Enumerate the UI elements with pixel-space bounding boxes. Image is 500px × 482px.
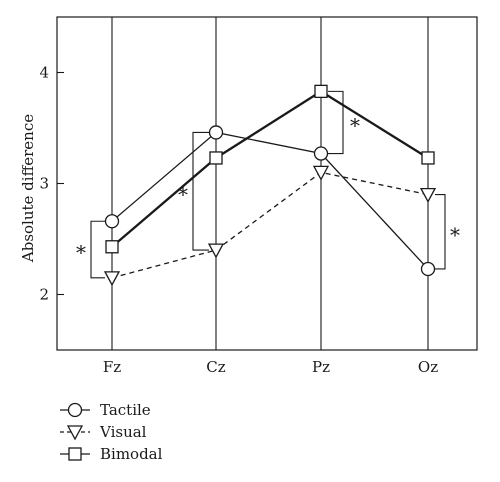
- marker-tactile-fz: [104, 214, 120, 229]
- x-axis: Fz Cz Pz Oz: [103, 358, 438, 376]
- significance-bracket-pz: [328, 90, 344, 155]
- legend-item-bimodal: Bimodal: [60, 445, 163, 463]
- series-line-tactile: [111, 131, 429, 270]
- legend-label: Visual: [99, 423, 147, 441]
- significance-bracket-fz: [90, 220, 105, 279]
- legend-label: Tactile: [100, 401, 151, 419]
- grid: [111, 17, 429, 350]
- significance-star: *: [76, 241, 86, 265]
- marker-tactile-oz: [420, 261, 436, 277]
- legend-label: Bimodal: [100, 445, 163, 463]
- y-axis: 2 3 4: [39, 64, 64, 304]
- marker-tactile-pz: [313, 146, 329, 161]
- y-tick-label: 3: [39, 175, 49, 193]
- legend-item-visual: Visual: [60, 423, 147, 441]
- x-tick-label: Pz: [312, 358, 330, 376]
- marker-bimodal-fz: [105, 240, 119, 254]
- series-lines: [111, 90, 429, 279]
- marker-tactile-cz: [208, 125, 224, 140]
- marker-visual-fz: [103, 271, 121, 287]
- x-tick-label: Oz: [418, 358, 438, 376]
- marker-visual-cz: [207, 243, 225, 259]
- significance-star: *: [350, 113, 360, 137]
- legend-marker-tactile: [67, 402, 83, 418]
- y-axis-title: Absolute difference: [19, 114, 37, 263]
- y-tick-label: 2: [39, 286, 49, 304]
- significance-brackets: * * * *: [76, 90, 460, 279]
- legend: Tactile Visual Bimodal: [60, 401, 163, 463]
- significance-star: *: [178, 182, 188, 206]
- legend-marker-visual: [66, 425, 84, 441]
- x-tick-label: Fz: [103, 358, 121, 376]
- marker-visual-pz: [312, 165, 330, 181]
- y-tick-label: 4: [39, 64, 49, 82]
- series-line-bimodal: [111, 90, 429, 248]
- significance-bracket-cz: [192, 131, 209, 251]
- marker-visual-oz: [419, 187, 437, 203]
- marker-bimodal-cz: [209, 151, 223, 165]
- significance-bracket-oz: [435, 194, 446, 270]
- series-markers: [103, 84, 437, 287]
- series-line-visual: [111, 171, 429, 279]
- significance-star: *: [450, 223, 460, 247]
- legend-marker-bimodal: [68, 447, 82, 461]
- marker-bimodal-pz: [314, 84, 328, 99]
- marker-bimodal-oz: [421, 151, 435, 165]
- plot-frame: [56, 16, 478, 351]
- x-tick-label: Cz: [206, 358, 225, 376]
- legend-item-tactile: Tactile: [60, 401, 151, 419]
